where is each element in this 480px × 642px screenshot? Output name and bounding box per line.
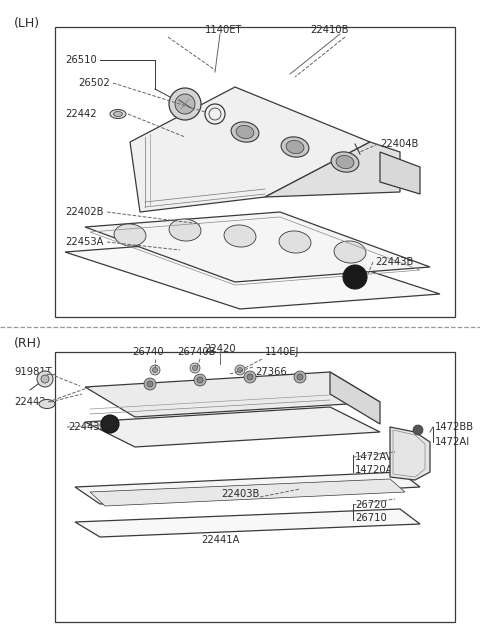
Circle shape [197,377,203,383]
Circle shape [238,367,242,372]
Ellipse shape [286,141,304,153]
Text: (LH): (LH) [14,17,40,30]
Circle shape [194,374,206,386]
Text: 1140EJ: 1140EJ [265,347,300,357]
Polygon shape [90,479,405,506]
Polygon shape [85,212,430,282]
Circle shape [297,374,303,380]
Circle shape [294,371,306,383]
Text: 27366: 27366 [255,367,287,377]
Text: 26740: 26740 [132,347,164,357]
Circle shape [153,367,157,372]
Text: 22420: 22420 [204,344,236,354]
Ellipse shape [110,110,126,119]
Polygon shape [390,427,430,480]
Ellipse shape [281,137,309,157]
Ellipse shape [331,152,359,172]
Ellipse shape [336,155,354,169]
Ellipse shape [231,122,259,142]
Circle shape [192,365,197,370]
Text: 1472AV: 1472AV [355,452,394,462]
Text: 22442: 22442 [14,397,46,407]
Text: 22443B: 22443B [375,257,413,267]
Text: 91981T: 91981T [14,367,52,377]
Text: 22442: 22442 [65,109,96,119]
Text: (RH): (RH) [14,337,42,350]
Ellipse shape [224,225,256,247]
Polygon shape [75,509,420,537]
Text: 26720: 26720 [355,500,387,510]
Ellipse shape [279,231,311,253]
Text: 22403B: 22403B [221,489,259,499]
Ellipse shape [334,241,366,263]
Circle shape [343,265,367,289]
Bar [55,352,455,622]
Polygon shape [380,152,420,194]
Circle shape [169,88,201,120]
Circle shape [244,371,256,383]
Polygon shape [130,87,370,212]
Circle shape [101,415,119,433]
Circle shape [147,381,153,387]
Text: 22404B: 22404B [380,139,419,149]
Circle shape [150,365,160,375]
Polygon shape [85,372,380,417]
Text: 26510: 26510 [65,55,97,65]
Text: 1140ET: 1140ET [205,25,242,35]
Text: 14720A: 14720A [355,465,394,475]
Circle shape [37,371,53,387]
Polygon shape [265,142,400,197]
Text: 26740B: 26740B [178,347,216,357]
Circle shape [413,425,423,435]
Circle shape [190,363,200,373]
Text: 22402B: 22402B [65,207,104,217]
Circle shape [235,365,245,375]
Ellipse shape [39,399,55,408]
Text: 26710: 26710 [355,513,387,523]
Text: 22441A: 22441A [201,535,239,545]
Circle shape [144,378,156,390]
Polygon shape [65,237,440,309]
Text: 1472AI: 1472AI [435,437,470,447]
Bar [55,27,455,317]
Circle shape [175,94,195,114]
Ellipse shape [113,112,122,116]
Text: 26502: 26502 [78,78,110,88]
Ellipse shape [169,219,201,241]
Text: 1472BB: 1472BB [435,422,474,432]
Polygon shape [330,372,380,424]
Circle shape [41,375,49,383]
Text: 22443B: 22443B [68,422,107,432]
Polygon shape [85,407,380,447]
Ellipse shape [114,224,146,246]
Ellipse shape [236,125,254,139]
Text: 22410B: 22410B [310,25,348,35]
Circle shape [247,374,253,380]
Text: 22453A: 22453A [65,237,104,247]
Polygon shape [75,472,420,504]
